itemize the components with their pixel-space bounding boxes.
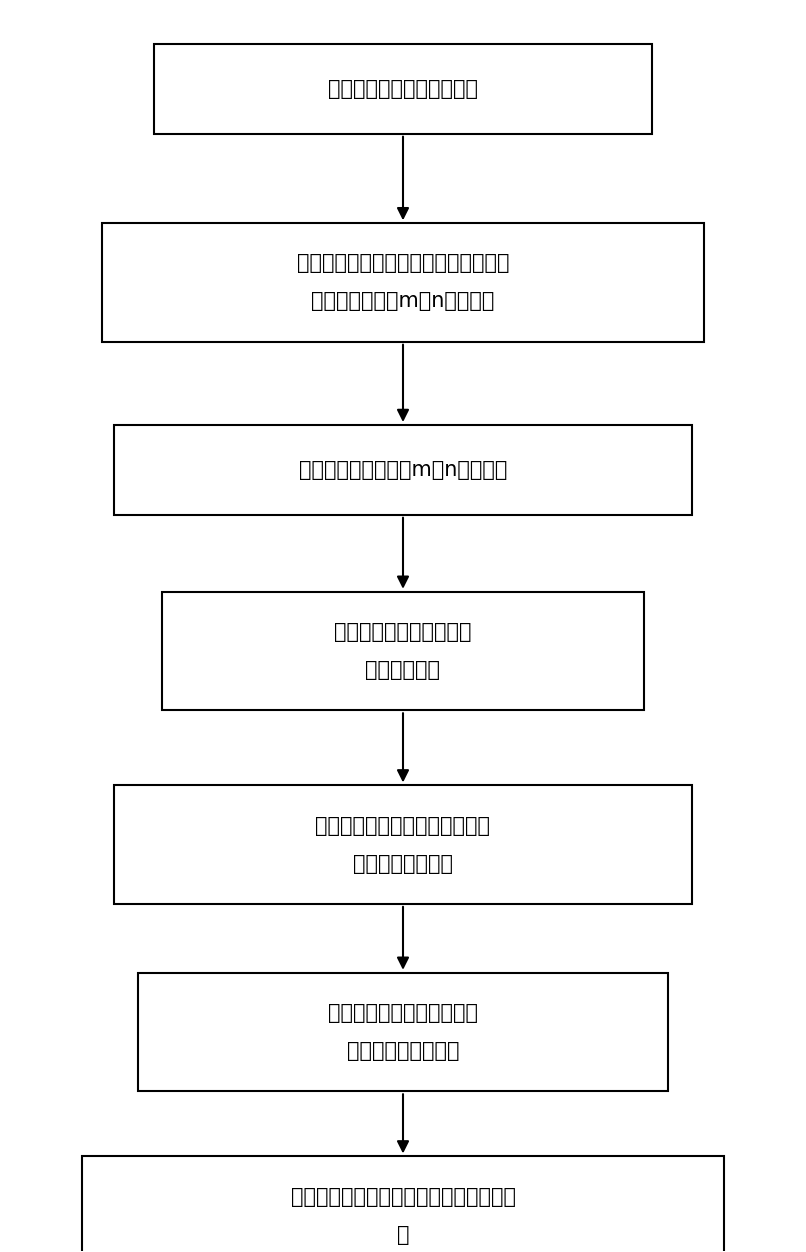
Text: 确定灰色预测终端滑模控制的控制量表达: 确定灰色预测终端滑模控制的控制量表达 bbox=[290, 1187, 516, 1207]
FancyBboxPatch shape bbox=[154, 44, 652, 134]
Text: 根据灰色预测原理和转速误差及其积累: 根据灰色预测原理和转速误差及其积累 bbox=[297, 253, 509, 273]
FancyBboxPatch shape bbox=[162, 592, 644, 710]
FancyBboxPatch shape bbox=[138, 973, 668, 1092]
Text: 式: 式 bbox=[397, 1224, 409, 1244]
FancyBboxPatch shape bbox=[114, 785, 692, 904]
Text: 根据改进的灰色预测控制得: 根据改进的灰色预测控制得 bbox=[328, 1003, 478, 1023]
Text: 进行基于遗传算法优化的: 进行基于遗传算法优化的 bbox=[334, 622, 472, 642]
Text: 根据终端滑模控制原理设计滑模: 根据终端滑模控制原理设计滑模 bbox=[315, 815, 491, 835]
Text: 建立永磁同步电机数学模型: 建立永磁同步电机数学模型 bbox=[328, 79, 478, 99]
Text: 用遗传算法确定参数m和n的最优值: 用遗传算法确定参数m和n的最优值 bbox=[299, 459, 507, 480]
Text: 灰色预测求解: 灰色预测求解 bbox=[365, 660, 441, 680]
Text: 生成，得到参数m和n的表达式: 生成，得到参数m和n的表达式 bbox=[311, 292, 495, 312]
FancyBboxPatch shape bbox=[114, 424, 692, 515]
Text: 到终端滑模的调整项: 到终端滑模的调整项 bbox=[347, 1040, 459, 1060]
Text: 面，设计控制方程: 面，设计控制方程 bbox=[353, 854, 453, 874]
FancyBboxPatch shape bbox=[102, 223, 704, 342]
FancyBboxPatch shape bbox=[81, 1157, 725, 1252]
